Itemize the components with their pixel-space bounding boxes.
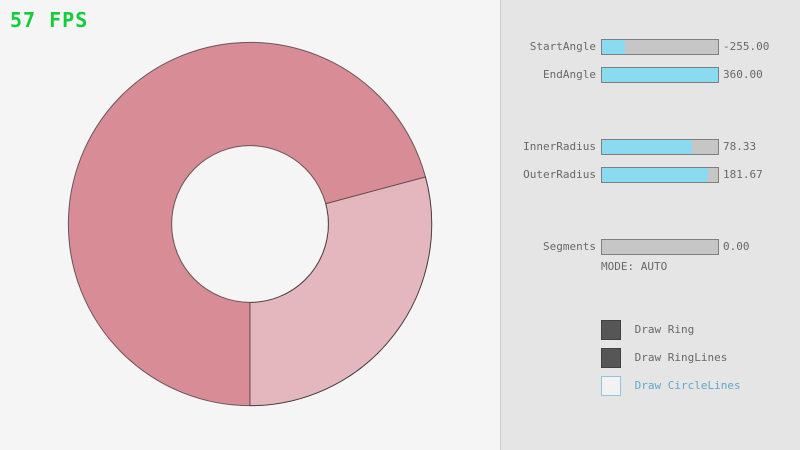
slider-row-end-angle: EndAngle 360.00	[501, 67, 800, 83]
checkbox-label-draw-ring: Draw Ring	[634, 323, 695, 336]
drawing-area: 57 FPS	[10, 8, 433, 407]
slider-value-inner-radius: 78.33	[723, 140, 757, 153]
slider-label-outer-radius: OuterRadius	[523, 168, 596, 181]
checkbox-box-draw-ring[interactable]	[601, 320, 621, 340]
slider-value-outer-radius: 181.67	[723, 168, 763, 181]
slider-label-segments: Segments	[543, 240, 596, 253]
slider-outer-radius[interactable]	[601, 167, 719, 183]
slider-inner-radius[interactable]	[601, 139, 719, 155]
slider-row-inner-radius: InnerRadius 78.33	[501, 139, 800, 155]
slider-start-angle[interactable]	[601, 39, 719, 55]
checkbox-box-draw-circlelines[interactable]	[601, 376, 621, 396]
checkbox-draw-ringlines[interactable]: Draw RingLines	[601, 348, 727, 368]
checkbox-box-draw-ringlines[interactable]	[601, 348, 621, 368]
slider-label-start-angle: StartAngle	[529, 40, 596, 53]
slider-label-inner-radius: InnerRadius	[523, 140, 596, 153]
slider-row-segments: Segments 0.00	[501, 239, 800, 255]
slider-value-segments: 0.00	[723, 240, 750, 253]
ring-inner-circle	[171, 145, 329, 303]
slider-row-outer-radius: OuterRadius 181.67	[501, 167, 800, 183]
checkbox-draw-ring[interactable]: Draw Ring	[601, 320, 694, 340]
controls-panel: StartAngle -255.00 EndAngle 360.00 Inner…	[500, 0, 800, 450]
fps-counter: 57 FPS	[10, 8, 89, 32]
checkbox-draw-circlelines[interactable]: Draw CircleLines	[601, 376, 741, 396]
slider-value-start-angle: -255.00	[723, 40, 770, 53]
checkbox-label-draw-circlelines: Draw CircleLines	[634, 379, 741, 392]
segments-mode-label: MODE: AUTO	[601, 260, 668, 273]
slider-end-angle[interactable]	[601, 67, 719, 83]
ring-graphic	[67, 41, 433, 407]
slider-fill	[602, 40, 626, 54]
checkbox-label-draw-ringlines: Draw RingLines	[634, 351, 728, 364]
slider-row-start-angle: StartAngle -255.00	[501, 39, 800, 55]
slider-value-end-angle: 360.00	[723, 68, 763, 81]
slider-fill	[602, 140, 693, 154]
slider-label-end-angle: EndAngle	[543, 68, 596, 81]
slider-segments[interactable]	[601, 239, 719, 255]
slider-fill	[602, 168, 708, 182]
slider-fill	[602, 68, 718, 82]
